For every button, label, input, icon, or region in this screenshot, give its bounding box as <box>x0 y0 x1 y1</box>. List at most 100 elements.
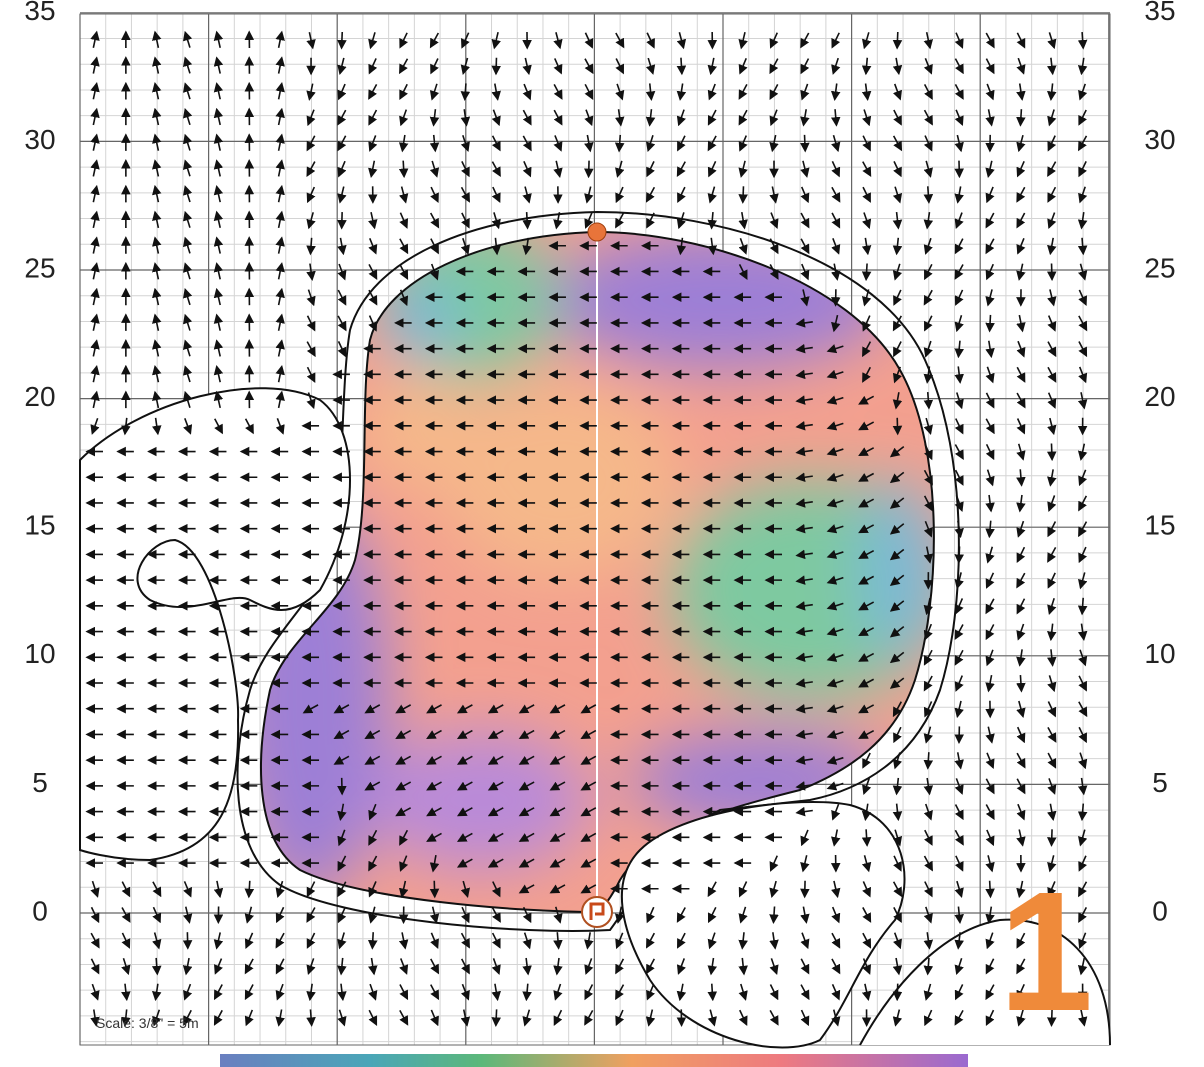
slope-arrow <box>826 755 844 765</box>
slope-arrow <box>487 704 504 714</box>
slope-arrow <box>121 983 131 1002</box>
slope-arrow <box>861 263 872 282</box>
slope-arrow <box>337 932 347 950</box>
slope-arrow <box>1016 598 1026 615</box>
slope-arrow <box>826 344 844 354</box>
slope-arrow <box>522 135 532 152</box>
y-label-right: 10 <box>1144 638 1175 669</box>
slope-arrow <box>923 597 934 616</box>
slope-arrow <box>553 957 563 976</box>
slope-arrow <box>892 237 903 256</box>
slope-arrow <box>826 549 844 559</box>
slope-arrow <box>368 84 378 100</box>
slope-arrow <box>954 392 964 410</box>
slope-arrow <box>1078 366 1088 384</box>
slope-arrow <box>183 313 193 331</box>
slope-arrow <box>302 704 319 714</box>
slope-arrow <box>892 366 902 384</box>
slope-arrow <box>707 932 717 950</box>
slope-arrow <box>430 58 439 75</box>
slope-arrow <box>398 932 409 950</box>
slope-arrow <box>121 417 131 436</box>
slope-arrow <box>213 390 224 409</box>
slope-arrow <box>426 704 442 714</box>
slope-arrow <box>923 675 933 692</box>
slope-arrow <box>337 289 347 306</box>
slope-arrow <box>861 983 872 1002</box>
slope-arrow <box>90 56 100 74</box>
slope-arrow <box>275 82 285 100</box>
slope-arrow <box>152 159 162 177</box>
slope-arrow <box>1078 289 1088 306</box>
slope-arrow <box>954 778 964 795</box>
slope-arrow <box>460 32 470 49</box>
slope-arrow <box>826 781 844 791</box>
slope-arrow <box>769 932 779 950</box>
slope-arrow <box>183 983 193 1001</box>
slope-arrow <box>861 57 872 76</box>
slope-arrow <box>456 858 473 868</box>
slope-arrow <box>1078 907 1088 924</box>
slope-arrow <box>831 32 841 49</box>
slope-arrow <box>769 1009 779 1026</box>
slope-arrow <box>306 161 316 178</box>
slope-arrow <box>800 1009 810 1027</box>
slope-arrow <box>456 704 473 714</box>
slope-arrow <box>213 56 224 74</box>
slope-arrow <box>985 186 995 204</box>
slope-arrow <box>333 755 350 765</box>
slope-arrow <box>707 237 718 256</box>
slope-arrow <box>275 107 285 126</box>
slope-arrow <box>337 263 347 281</box>
slope-arrow <box>553 983 563 1001</box>
slope-arrow <box>861 855 872 873</box>
slope-arrow <box>399 83 408 101</box>
slope-arrow <box>800 160 810 178</box>
slope-arrow <box>399 958 409 975</box>
scale-note: Scale: 3/8" = 5m <box>96 1015 199 1031</box>
slope-arrow <box>1016 109 1026 127</box>
slope-arrow <box>368 829 378 846</box>
slope-arrow <box>892 186 903 204</box>
slope-arrow <box>858 627 875 637</box>
slope-arrow <box>306 186 316 204</box>
slope-arrow <box>1078 186 1088 204</box>
slope-arrow <box>398 134 409 153</box>
slope-arrow <box>646 906 655 924</box>
slope-arrow <box>889 651 905 664</box>
slope-arrow <box>893 855 902 872</box>
slope-arrow <box>1047 727 1057 743</box>
slope-arrow <box>426 755 442 765</box>
slope-arrow <box>1078 83 1088 101</box>
slope-arrow <box>183 390 193 408</box>
slope-arrow <box>584 134 594 153</box>
slope-arrow <box>395 807 412 817</box>
slope-arrow <box>954 83 964 100</box>
slope-arrow <box>1077 957 1088 976</box>
slope-arrow <box>795 549 813 560</box>
slope-arrow <box>399 855 409 872</box>
slope-arrow <box>121 1009 131 1027</box>
slope-arrow <box>795 806 813 817</box>
slope-arrow <box>1016 340 1026 358</box>
y-label-left: 10 <box>24 638 55 669</box>
slope-arrow <box>1047 392 1057 409</box>
slope-arrow <box>584 83 594 100</box>
slope-arrow <box>522 957 532 976</box>
slope-arrow <box>831 238 841 255</box>
slope-arrow <box>1077 443 1088 461</box>
slope-arrow <box>1078 135 1088 152</box>
slope-arrow <box>889 471 905 484</box>
slope-arrow <box>275 364 285 383</box>
slope-arrow <box>1016 418 1026 435</box>
slope-arrow <box>923 469 933 486</box>
slope-arrow <box>830 109 841 127</box>
slope-arrow <box>244 1009 254 1027</box>
slope-arrow <box>399 264 409 280</box>
slope-arrow <box>213 339 224 357</box>
slope-arrow <box>580 729 597 740</box>
slope-arrow <box>826 729 844 740</box>
slope-arrow <box>892 701 902 718</box>
slope-arrow <box>337 881 347 898</box>
slope-arrow <box>954 109 964 127</box>
